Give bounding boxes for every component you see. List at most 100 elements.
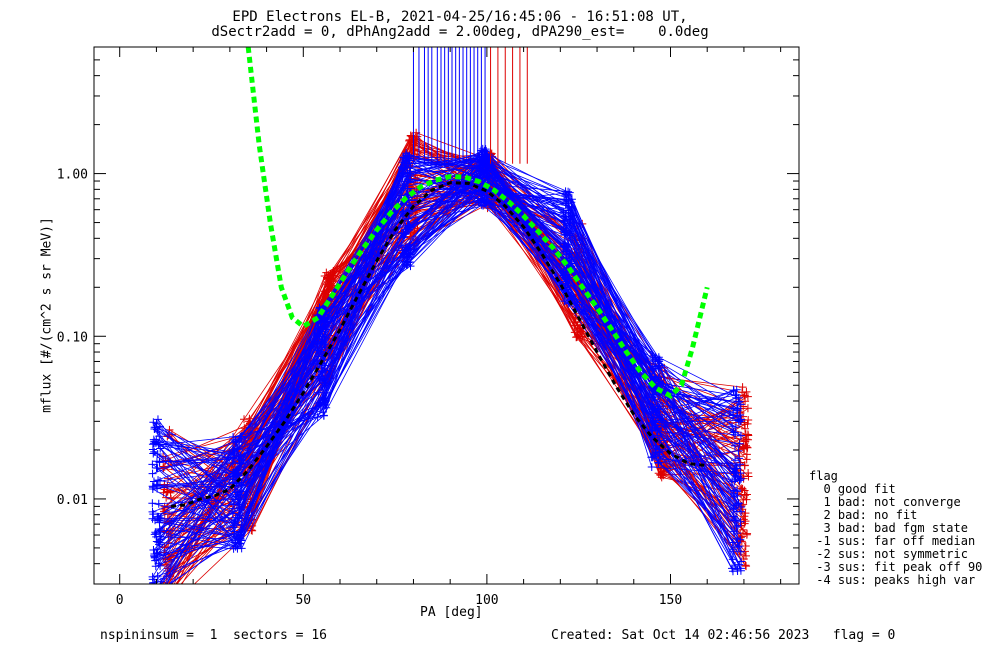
- blue-series-point: [730, 516, 739, 525]
- red-series-point: [741, 551, 750, 560]
- y-axis-label: mflux [#/(cm^2 s sr MeV)]: [39, 217, 55, 413]
- blue-series-point: [731, 423, 740, 432]
- blue-series-point: [729, 387, 738, 396]
- blue-series-point: [565, 249, 574, 258]
- red-series-point: [162, 493, 171, 502]
- red-series-point: [741, 517, 750, 526]
- red-series-point: [743, 529, 752, 538]
- blue-series-point: [152, 585, 160, 593]
- red-series-point: [743, 404, 752, 413]
- legend-item: 2 bad: no fit: [809, 508, 918, 522]
- blue-series-point: [313, 342, 322, 351]
- blue-series-point: [234, 452, 243, 461]
- blue-series-point: [233, 544, 242, 553]
- blue-series-point: [151, 423, 160, 432]
- red-series-point: [572, 333, 581, 342]
- blue-series-point: [148, 460, 157, 469]
- blue-series-point: [320, 340, 329, 349]
- blue-series-point: [148, 514, 157, 523]
- x-tick-label: 100: [475, 593, 498, 608]
- blue-series-trace: [154, 190, 738, 570]
- red-series-point: [164, 601, 172, 609]
- blue-series-point: [736, 431, 745, 440]
- red-series-point: [320, 287, 329, 296]
- blue-series-point: [149, 510, 158, 519]
- blue-series-point: [403, 151, 412, 160]
- red-series-point: [159, 594, 167, 602]
- blue-series-point: [235, 539, 244, 548]
- red-series-point: [160, 543, 169, 552]
- blue-series-point: [734, 446, 743, 455]
- red-series-point: [328, 271, 337, 280]
- red-series-point: [744, 469, 753, 478]
- red-series-point: [744, 435, 753, 444]
- blue-series-point: [231, 541, 240, 550]
- blue-series-point: [150, 578, 159, 584]
- blue-series-point: [150, 530, 159, 539]
- blue-series-point: [237, 434, 246, 443]
- blue-series-trace: [153, 158, 738, 572]
- plot-frame: [93, 46, 800, 585]
- blue-series-point: [149, 418, 158, 427]
- blue-series-point: [734, 543, 743, 552]
- blue-series-point: [154, 559, 163, 568]
- red-series-point: [742, 387, 751, 396]
- red-series-point: [161, 594, 169, 602]
- blue-series-point: [482, 154, 491, 163]
- blue-series-point: [156, 561, 165, 570]
- blue-series-trace: [155, 175, 742, 569]
- blue-series-point: [153, 595, 161, 603]
- blue-series-point: [231, 515, 240, 524]
- blue-series-point: [313, 333, 322, 342]
- blue-series-point: [405, 225, 414, 234]
- blue-series-trace: [160, 183, 734, 560]
- y-tick-label: 0.10: [57, 330, 88, 345]
- blue-series-trace: [152, 153, 735, 460]
- red-series-point: [740, 461, 749, 470]
- blue-series-point: [736, 517, 745, 526]
- blue-series-point: [733, 521, 742, 530]
- blue-series-point: [729, 428, 738, 437]
- red-series-point: [742, 562, 751, 571]
- blue-series-point: [150, 447, 159, 456]
- blue-series-point: [148, 507, 157, 516]
- blue-series-trace: [159, 153, 737, 506]
- blue-series-trace: [156, 196, 733, 542]
- blue-series-point: [732, 464, 741, 473]
- blue-series-point: [234, 500, 243, 509]
- blue-series-point: [735, 476, 744, 485]
- red-series-point: [741, 441, 750, 450]
- red-series-point: [161, 599, 169, 607]
- red-series-point: [743, 443, 752, 452]
- blue-series-point: [656, 401, 665, 410]
- blue-series-point: [563, 242, 572, 251]
- red-series-point: [164, 605, 172, 613]
- blue-series-point: [401, 151, 410, 160]
- blue-series-point: [728, 477, 737, 486]
- blue-series-point: [148, 440, 157, 449]
- red-series-point: [167, 592, 175, 600]
- blue-series-point: [647, 462, 656, 471]
- chart-subtitle: dSectr2add = 0, dPhAng2add = 2.00deg, dP…: [211, 24, 709, 40]
- flag-legend: flag 0 good fit 1 bad: not converge 2 ba…: [809, 470, 982, 587]
- x-axis-label: PA [deg]: [420, 605, 483, 620]
- blue-series-point: [655, 359, 664, 368]
- red-series-point: [739, 437, 748, 446]
- red-series-point: [738, 383, 747, 392]
- red-series-point: [240, 415, 249, 424]
- blue-series-point: [563, 271, 572, 280]
- footer-right: Created: Sat Oct 14 02:46:56 2023 flag =…: [551, 628, 896, 643]
- red-series-point: [656, 470, 665, 479]
- blue-series-point: [651, 444, 660, 453]
- blue-series-point: [317, 401, 326, 410]
- blue-series-point: [235, 530, 244, 539]
- blue-series-point: [154, 594, 162, 602]
- blue-series-point: [564, 190, 573, 199]
- blue-series-point: [149, 439, 158, 448]
- blue-series-point: [736, 417, 745, 426]
- blue-series-point: [479, 165, 488, 174]
- blue-series-point: [149, 483, 158, 492]
- blue-series-point: [731, 501, 740, 510]
- blue-series-point: [156, 532, 165, 541]
